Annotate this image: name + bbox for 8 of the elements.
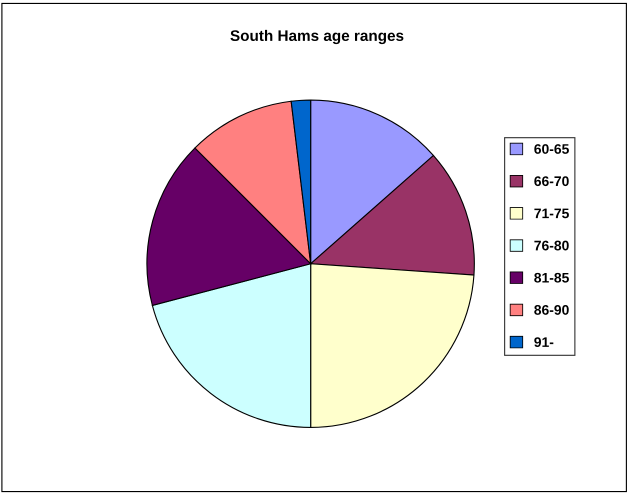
legend-label: 76-80	[534, 240, 569, 250]
chart-title: South Hams age ranges	[230, 30, 404, 44]
legend-label: 71-75	[534, 208, 569, 218]
legend-label: 91-	[534, 337, 554, 348]
legend-label: 86-90	[534, 305, 569, 315]
legend-label: 81-85	[534, 272, 569, 283]
legend-label: 66-70	[534, 176, 569, 186]
legend-label: 60-65	[534, 144, 569, 154]
